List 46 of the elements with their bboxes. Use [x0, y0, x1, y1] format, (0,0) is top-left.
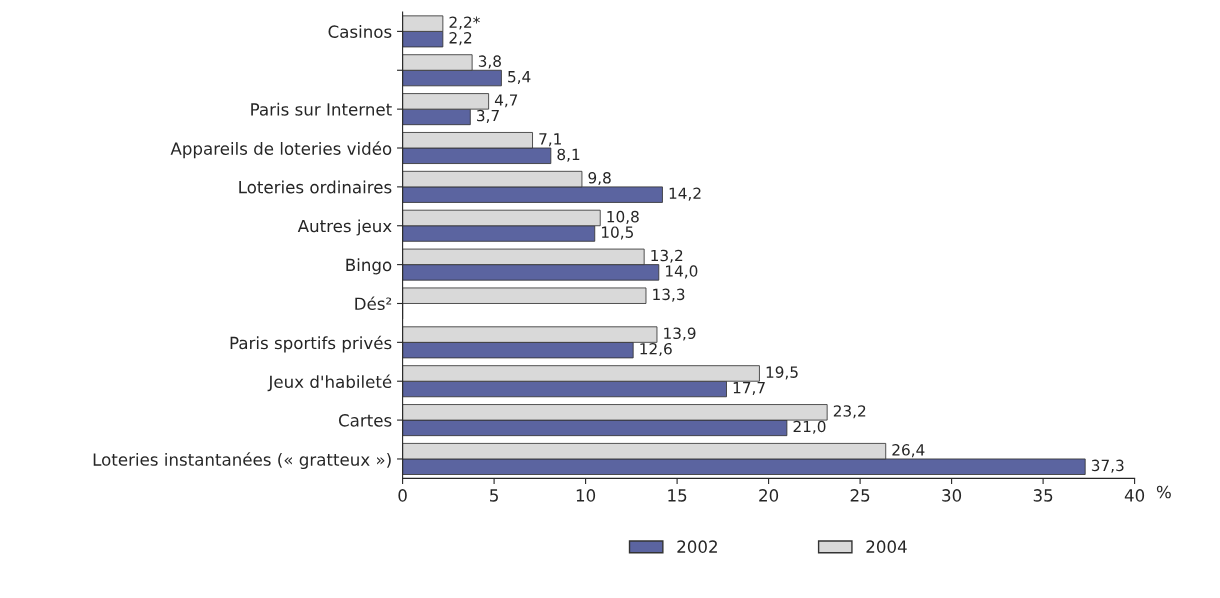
data-label: 26,4 — [892, 444, 925, 458]
y-tick-label: Paris sur Internet — [251, 102, 392, 116]
data-label: 14,0 — [666, 265, 698, 279]
x-tick-label: 20 — [759, 489, 779, 502]
data-label: 2,2* — [449, 16, 480, 30]
data-label: 12,6 — [640, 343, 672, 357]
data-label: 2,2 — [449, 32, 472, 46]
x-tick-label: 40 — [1124, 489, 1145, 502]
y-tick-label: Paris sportifs privés — [230, 335, 392, 353]
data-label: 7,1 — [539, 133, 561, 147]
data-label: 13,9 — [664, 327, 696, 341]
data-label: 17,7 — [733, 382, 765, 395]
data-label: 9,8 — [588, 171, 611, 186]
y-tick-label: Loteries instantanées (« gratteux ») — [93, 452, 391, 470]
data-label: 21,0 — [793, 420, 826, 434]
x-tick-label: 0 — [398, 489, 407, 502]
x-tick-label: 35 — [1033, 489, 1053, 502]
y-tick-label: Loteries ordinaires — [239, 180, 392, 194]
data-label: 3,8 — [478, 55, 501, 69]
y-tick-label: Cartes — [338, 414, 392, 427]
data-label: 10,5 — [601, 226, 633, 240]
y-tick-label: Appareils de loteries vidéo — [170, 141, 392, 159]
x-tick-label: 30 — [942, 489, 962, 502]
y-tick-label: Bingo — [346, 258, 392, 275]
y-tick-label: Dés² — [355, 296, 392, 311]
x-tick-label: 15 — [668, 489, 687, 502]
x-tick-label: 25 — [850, 489, 870, 502]
data-label: 19,5 — [766, 366, 798, 380]
data-label: 13,2 — [651, 249, 683, 263]
x-axis-title: % — [1156, 485, 1171, 499]
data-label: 8,1 — [557, 148, 580, 162]
x-tick-label: 5 — [490, 489, 498, 502]
data-label: 4,7 — [494, 94, 518, 108]
data-label: 13,3 — [653, 288, 685, 302]
data-label: 5,4 — [508, 71, 531, 85]
data-label: 10,8 — [607, 210, 639, 224]
y-tick-label: Autres jeux — [297, 219, 392, 236]
y-tick-label: Casinos — [328, 25, 392, 38]
data-label: 3,7 — [477, 109, 499, 123]
data-label: 14,2 — [669, 187, 701, 201]
x-tick-label: 10 — [576, 489, 596, 502]
y-tick-label: Jeux d'habileté — [267, 374, 392, 392]
data-label: 37,3 — [1091, 459, 1124, 473]
legend-label: 2004 — [866, 540, 907, 553]
legend-label: 2002 — [677, 540, 717, 553]
data-label: 23,2 — [833, 405, 866, 419]
